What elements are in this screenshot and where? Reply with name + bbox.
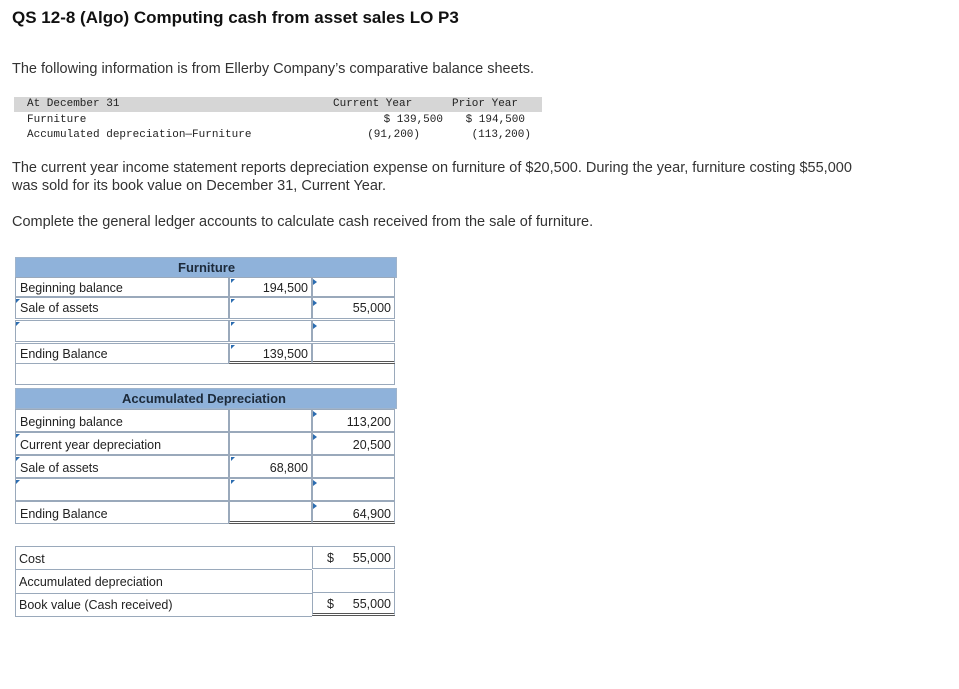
summary-book-value-label: Book value (Cash received) <box>19 598 173 612</box>
bs-row-furniture-label: Furniture <box>27 114 87 126</box>
bs-header-prior: Prior Year <box>452 98 519 110</box>
bs-row-furniture-current: $ 139,500 <box>383 114 443 126</box>
furniture-row-3-credit[interactable] <box>312 320 395 342</box>
dropdown-marker-icon <box>313 411 317 417</box>
furniture-row-1-credit[interactable] <box>312 277 395 297</box>
summary-top-line <box>15 546 395 547</box>
dropdown-marker-icon <box>231 279 235 283</box>
accum-dep-title: Accumulated Depreciation <box>122 391 286 406</box>
paragraph-line-2: was sold for its book value on December … <box>12 178 386 194</box>
accum-ending-credit[interactable]: 64,900 <box>312 501 395 524</box>
dropdown-marker-icon <box>313 279 317 285</box>
summary-divider <box>15 593 312 594</box>
dropdown-marker-icon <box>313 300 317 306</box>
furniture-ending-label: Ending Balance <box>15 343 229 364</box>
instruction-text: Complete the general ledger accounts to … <box>12 214 594 230</box>
furniture-header: Furniture <box>15 257 397 278</box>
dropdown-marker-icon <box>313 480 317 486</box>
accum-row-1-credit[interactable]: 113,200 <box>312 409 395 432</box>
furniture-row-1-debit[interactable]: 194,500 <box>229 277 312 297</box>
dropdown-marker-icon <box>231 299 235 303</box>
bs-header-current: Current Year <box>333 98 413 110</box>
accum-row-2-label[interactable]: Current year depreciation <box>15 432 229 455</box>
accum-row-4-label[interactable] <box>15 478 229 501</box>
summary-accum-label: Accumulated depreciation <box>19 575 163 589</box>
dropdown-marker-icon <box>313 503 317 509</box>
dropdown-marker-icon <box>231 322 235 326</box>
accum-row-4-debit[interactable] <box>229 478 312 501</box>
furniture-row-1-label: Beginning balance <box>15 277 229 297</box>
furniture-row-3-debit[interactable] <box>229 320 312 342</box>
paragraph-line-1: The current year income statement report… <box>12 160 852 176</box>
dropdown-marker-icon <box>313 434 317 440</box>
summary-book-value[interactable]: $ 55,000 <box>312 593 395 616</box>
dropdown-marker-icon <box>16 434 20 438</box>
dropdown-marker-icon <box>313 323 317 329</box>
accum-row-2-credit[interactable]: 20,500 <box>312 432 395 455</box>
summary-cost-label: Cost <box>19 552 45 566</box>
page-title: QS 12-8 (Algo) Computing cash from asset… <box>12 8 459 27</box>
accum-row-3-credit[interactable] <box>312 455 395 478</box>
summary-divider <box>15 569 312 570</box>
dropdown-marker-icon <box>231 457 235 461</box>
summary-bottom-line <box>15 616 312 617</box>
accum-dep-header: Accumulated Depreciation <box>15 388 397 409</box>
bs-header-label: At December 31 <box>27 98 120 110</box>
furniture-spacer <box>15 364 395 385</box>
furniture-row-2-debit[interactable] <box>229 297 312 319</box>
furniture-ending-credit[interactable] <box>312 343 395 364</box>
balance-sheet-header <box>14 97 542 112</box>
summary-left-border <box>15 547 16 617</box>
furniture-row-3-label[interactable] <box>15 320 229 342</box>
summary-accum-value[interactable] <box>312 570 395 593</box>
summary-cost-value[interactable]: $ 55,000 <box>312 547 395 569</box>
furniture-row-2-label[interactable]: Sale of assets <box>15 297 229 319</box>
bs-row-furniture-prior: $ 194,500 <box>465 114 525 126</box>
bs-row-accum-label: Accumulated depreciation—Furniture <box>27 129 252 141</box>
dropdown-marker-icon <box>16 480 20 484</box>
intro-text: The following information is from Ellerb… <box>12 61 534 77</box>
accum-row-2-debit[interactable] <box>229 432 312 455</box>
accum-row-1-debit[interactable] <box>229 409 312 432</box>
furniture-row-2-credit[interactable]: 55,000 <box>312 297 395 319</box>
dropdown-marker-icon <box>231 480 235 484</box>
accum-row-3-label[interactable]: Sale of assets <box>15 455 229 478</box>
accum-ending-label: Ending Balance <box>15 501 229 524</box>
accum-row-4-credit[interactable] <box>312 478 395 501</box>
dropdown-marker-icon <box>231 345 235 349</box>
bs-row-accum-current: (91,200) <box>367 129 420 141</box>
bs-row-accum-prior: (113,200) <box>471 129 531 141</box>
dropdown-marker-icon <box>16 299 20 303</box>
dropdown-marker-icon <box>16 457 20 461</box>
furniture-ending-debit[interactable]: 139,500 <box>229 343 312 364</box>
accum-ending-debit[interactable] <box>229 501 312 524</box>
accum-row-3-debit[interactable]: 68,800 <box>229 455 312 478</box>
accum-row-1-label: Beginning balance <box>15 409 229 432</box>
furniture-title: Furniture <box>178 260 236 275</box>
dropdown-marker-icon <box>16 322 20 326</box>
